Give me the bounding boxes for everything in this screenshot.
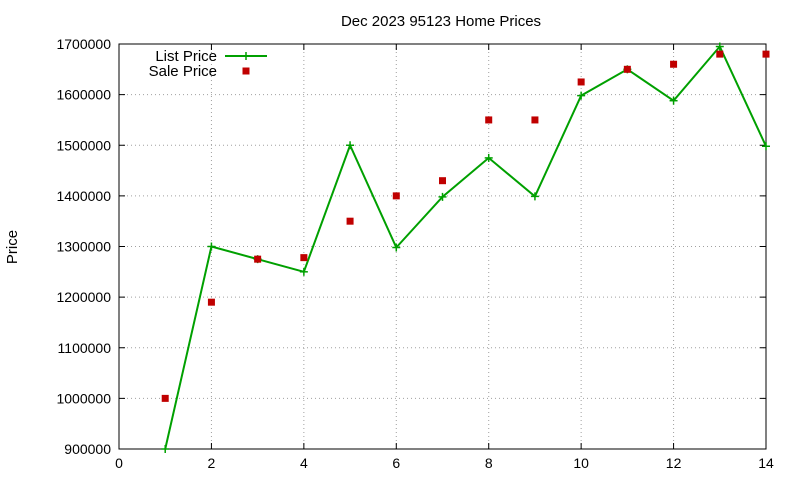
x-tick-label: 10 bbox=[573, 455, 589, 471]
series-line bbox=[164, 44, 767, 450]
x-tick-label: 0 bbox=[115, 455, 123, 471]
y-tick-label: 1000000 bbox=[56, 390, 111, 406]
legend-label-list-price: List Price bbox=[155, 48, 217, 65]
data-point bbox=[485, 116, 493, 124]
data-point bbox=[161, 445, 170, 453]
data-point bbox=[207, 242, 216, 251]
data-point bbox=[254, 255, 262, 263]
data-point bbox=[716, 50, 724, 58]
data-point bbox=[577, 78, 585, 86]
data-point bbox=[715, 42, 724, 51]
data-point bbox=[669, 96, 678, 105]
legend: List Price Sale Price bbox=[149, 48, 267, 80]
series-sale-price bbox=[161, 50, 770, 402]
y-tick-label: 1700000 bbox=[56, 36, 111, 52]
data-point bbox=[531, 116, 539, 124]
grid bbox=[119, 44, 766, 449]
x-tick-label: 2 bbox=[208, 455, 216, 471]
series-list-price bbox=[161, 42, 770, 453]
axes: 0 2 4 6 8 10 12 14 900000 1000000 1100000 1200000 13… bbox=[56, 36, 774, 471]
y-tick-label: 1600000 bbox=[56, 87, 111, 103]
y-tick-label: 1200000 bbox=[56, 289, 111, 305]
data-point bbox=[762, 50, 770, 58]
data-point bbox=[161, 394, 169, 402]
data-point bbox=[392, 243, 401, 252]
data-point bbox=[346, 141, 355, 150]
data-point bbox=[623, 65, 631, 73]
data-point bbox=[300, 254, 308, 262]
y-tick-label: 900000 bbox=[64, 441, 111, 457]
y-tick-label: 1500000 bbox=[56, 137, 111, 153]
data-point bbox=[484, 153, 493, 162]
data-point bbox=[439, 177, 446, 185]
data-point bbox=[530, 192, 539, 201]
legend-label-sale-price: Sale Price bbox=[149, 63, 217, 80]
data-point bbox=[299, 267, 308, 276]
plot-frame bbox=[118, 43, 767, 450]
x-tick-label: 12 bbox=[666, 455, 682, 471]
data-point bbox=[762, 142, 770, 151]
data-point bbox=[670, 60, 678, 68]
x-tick-label: 4 bbox=[300, 455, 308, 471]
legend-sample-sale-price-marker bbox=[242, 67, 250, 75]
chart-title: Dec 2023 95123 Home Prices bbox=[341, 13, 541, 30]
y-axis-label: Price bbox=[4, 230, 21, 264]
y-tick-label: 1400000 bbox=[56, 188, 111, 204]
data-point bbox=[392, 192, 400, 200]
x-tick-label: 14 bbox=[758, 455, 774, 471]
x-tick-label: 8 bbox=[485, 455, 493, 471]
data-point bbox=[207, 298, 215, 306]
y-tick-label: 1100000 bbox=[58, 340, 112, 356]
data-point bbox=[577, 91, 586, 100]
data-point bbox=[438, 192, 447, 201]
data-series bbox=[161, 42, 770, 453]
y-tick-label: 1300000 bbox=[56, 239, 111, 255]
legend-sample-list-price-marker bbox=[242, 52, 250, 60]
data-point bbox=[346, 217, 354, 225]
x-tick-label: 6 bbox=[392, 455, 400, 471]
